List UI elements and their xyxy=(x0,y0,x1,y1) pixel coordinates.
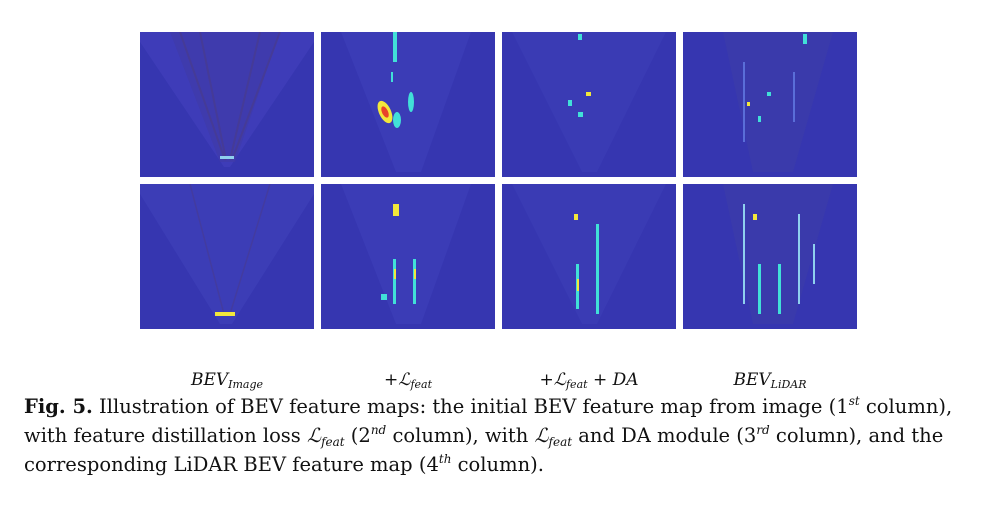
caption-math-2: ℒ xyxy=(534,424,549,447)
column-label-feat-main: +ℒ xyxy=(383,370,411,390)
caption-sup-3: rd xyxy=(756,423,770,437)
caption-text-2: column), with feature distillation loss xyxy=(24,395,953,447)
caption-math-2-sub: feat xyxy=(548,435,573,449)
feature-map-image-row1-graphic xyxy=(140,32,314,167)
column-label-feat: +ℒfeat xyxy=(321,370,495,391)
feature-map-feat-da-row1-graphic xyxy=(512,32,666,172)
column-label-feat-da-suffix: + DA xyxy=(587,370,639,390)
caption-math-1-sub: feat xyxy=(321,435,345,449)
feature-map-image-row2-graphic xyxy=(140,184,314,324)
caption-text-1: Illustration of BEV feature maps: the in… xyxy=(92,395,849,418)
column-label-bev-lidar: BEVLiDAR xyxy=(683,370,857,391)
feature-map-lidar-row1-graphic xyxy=(723,32,833,172)
feature-map-feat-row2 xyxy=(321,184,495,329)
column-label-bev-lidar-sub: LiDAR xyxy=(770,378,807,391)
column-label-feat-da-main: +ℒ xyxy=(539,370,566,390)
feature-map-image-row1 xyxy=(140,32,314,177)
figure-caption: Fig. 5. Illustration of BEV feature maps… xyxy=(24,392,974,479)
column-label-feat-da-sub: feat xyxy=(565,378,588,391)
caption-sup-4: th xyxy=(438,452,452,466)
feature-map-feat-row2-graphic xyxy=(341,184,471,324)
column-label-feat-da: +ℒfeat + DA xyxy=(502,370,676,391)
column-label-bev-image-main: BEV xyxy=(190,370,229,390)
caption-text-5: and DA module (3 xyxy=(572,424,757,447)
feature-map-feat-da-row2 xyxy=(502,184,676,329)
feature-map-feat-da-row2-graphic xyxy=(512,184,666,324)
feature-map-image-row2 xyxy=(140,184,314,329)
caption-math-1: ℒ xyxy=(307,424,322,447)
caption-sup-2: nd xyxy=(370,423,387,437)
caption-text-6: column), and the corresponding LiDAR BEV… xyxy=(24,424,944,476)
column-label-bev-image: BEVImage xyxy=(140,370,314,391)
column-label-bev-image-sub: Image xyxy=(228,378,264,391)
feature-map-lidar-row1 xyxy=(683,32,857,177)
feature-map-feat-row1-graphic xyxy=(341,32,471,172)
caption-text-7: column). xyxy=(451,453,544,476)
feature-map-grid: BEVImage +ℒfeat +ℒfeat + DA BEVLiDAR xyxy=(140,32,857,391)
caption-text-4: column), with xyxy=(386,424,535,447)
column-label-bev-lidar-main: BEV xyxy=(733,370,771,390)
caption-text-3: (2 xyxy=(344,424,371,447)
column-label-feat-sub: feat xyxy=(410,378,433,391)
caption-sup-1: st xyxy=(848,394,860,408)
caption-label: Fig. 5. xyxy=(24,395,93,418)
feature-map-feat-row1 xyxy=(321,32,495,177)
feature-map-lidar-row2-graphic xyxy=(723,184,833,324)
feature-map-feat-da-row1 xyxy=(502,32,676,177)
feature-map-lidar-row2 xyxy=(683,184,857,329)
